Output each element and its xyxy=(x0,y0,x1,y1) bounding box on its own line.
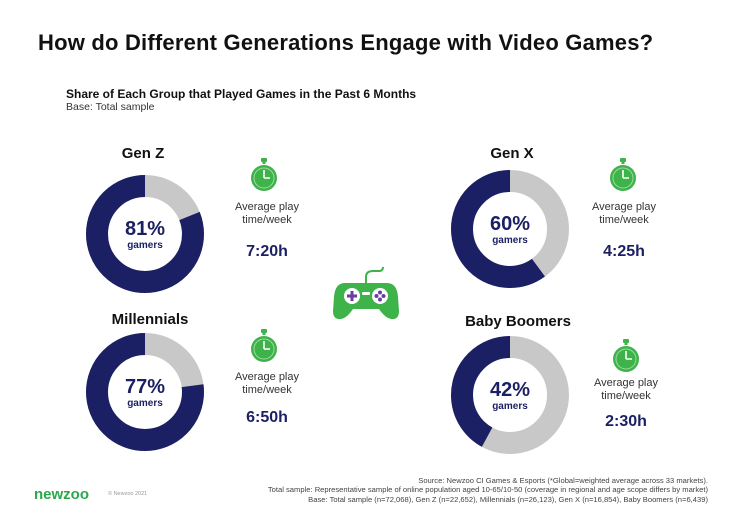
gen-z-play-label: Average play time/week xyxy=(234,201,299,226)
millennials-gamers-label: gamers xyxy=(127,397,163,409)
baby-boomers-label: Baby Boomers xyxy=(465,313,571,330)
copyright: © Newzoo 2021 xyxy=(108,491,148,497)
stopwatch-icon xyxy=(613,339,639,372)
millennials-play-time: 6:50h xyxy=(246,409,288,426)
baby-boomers-play-time: 2:30h xyxy=(605,413,647,430)
gen-x-play-time: 4:25h xyxy=(603,243,645,260)
baby-boomers-gamers-label: gamers xyxy=(492,400,528,412)
game-controller-icon xyxy=(333,266,399,320)
baby-boomers-percent: 42% xyxy=(489,378,531,401)
millennials-play-label: Average play time/week xyxy=(234,371,299,396)
gen-z-percent: 81% xyxy=(124,217,166,240)
source-line: Base: Total sample (n=72,068), Gen Z (n=… xyxy=(308,494,708,504)
source-line: Total sample: Representative sample of o… xyxy=(267,485,708,495)
gen-z-gamers-slice xyxy=(86,175,204,293)
stopwatch-icon xyxy=(610,158,636,191)
stopwatch-icon xyxy=(251,329,277,362)
millennials-percent: 77% xyxy=(124,375,166,398)
millennials-gamers-slice xyxy=(86,333,204,451)
millennials-donut xyxy=(86,333,204,451)
baby-boomers-play-label: Average play time/week xyxy=(593,377,658,402)
gen-x-gamers-label: gamers xyxy=(492,234,528,246)
gen-x-gamers-slice xyxy=(451,170,569,288)
base-note: Base: Total sample xyxy=(66,101,155,113)
gen-z-play-time: 7:20h xyxy=(246,243,288,260)
chart-subtitle: Share of Each Group that Played Games in… xyxy=(66,87,417,101)
gen-x-donut xyxy=(451,170,569,288)
gen-z-donut xyxy=(86,175,204,293)
gen-x-label: Gen X xyxy=(490,145,534,162)
baby-boomers-gamers-slice xyxy=(451,336,569,454)
gen-z-label: Gen Z xyxy=(121,145,165,162)
millennials-label: Millennials xyxy=(111,311,189,328)
stopwatch-icon xyxy=(251,158,277,191)
gen-x-percent: 60% xyxy=(489,212,531,235)
baby-boomers-donut xyxy=(451,336,569,454)
gen-z-gamers-label: gamers xyxy=(127,239,163,251)
newzoo-logo: newzoo xyxy=(34,486,89,503)
chart-title: How do Different Generations Engage with… xyxy=(38,30,654,55)
source-note: Source: Newzoo CI Games & Esports (*Glob… xyxy=(148,476,708,504)
gen-x-play-label: Average play time/week xyxy=(591,201,656,226)
source-line: Source: Newzoo CI Games & Esports (*Glob… xyxy=(418,476,708,485)
